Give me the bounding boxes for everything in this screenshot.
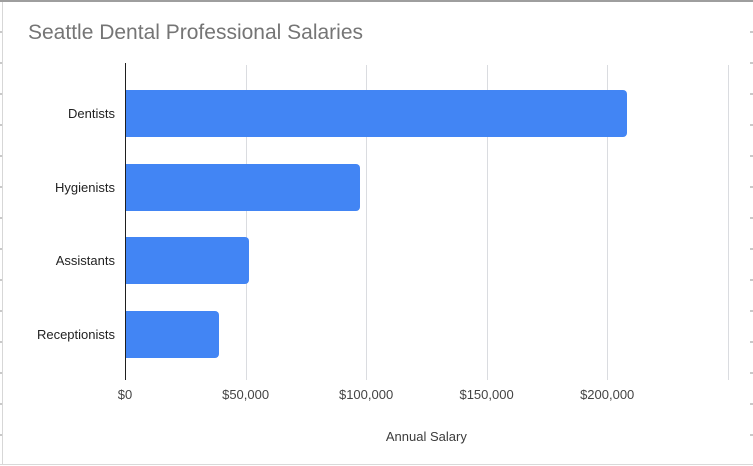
chart-border-left (2, 2, 3, 464)
bar-assistants (126, 237, 249, 284)
x-gridline (245, 65, 247, 380)
sheet-row-marks-left (0, 2, 2, 464)
x-gridline (486, 65, 488, 380)
chart-border-top (0, 0, 753, 2)
chart-title: Seattle Dental Professional Salaries (28, 21, 364, 44)
x-tick-label: $0 (117, 387, 133, 402)
x-tick-label: $200,000 (580, 387, 635, 402)
bar-dentists (126, 90, 627, 137)
bar-hygienists (126, 164, 360, 211)
y-axis-baseline (125, 63, 126, 380)
sheet-row-marks-right (750, 2, 753, 464)
chart-border-bottom (0, 464, 753, 465)
x-axis-title: Annual Salary (385, 429, 467, 444)
x-tick-label: $50,000 (222, 387, 270, 402)
category-label: Hygienists (55, 180, 115, 195)
x-gridline (607, 65, 609, 380)
bar-receptionists (126, 311, 219, 358)
category-label: Dentists (68, 106, 115, 121)
x-tick-label: $100,000 (338, 387, 394, 402)
x-tick-label: $150,000 (459, 387, 514, 402)
x-gridline (727, 65, 729, 380)
x-gridline (366, 65, 368, 380)
category-label: Receptionists (36, 327, 115, 342)
category-label: Assistants (55, 253, 115, 268)
